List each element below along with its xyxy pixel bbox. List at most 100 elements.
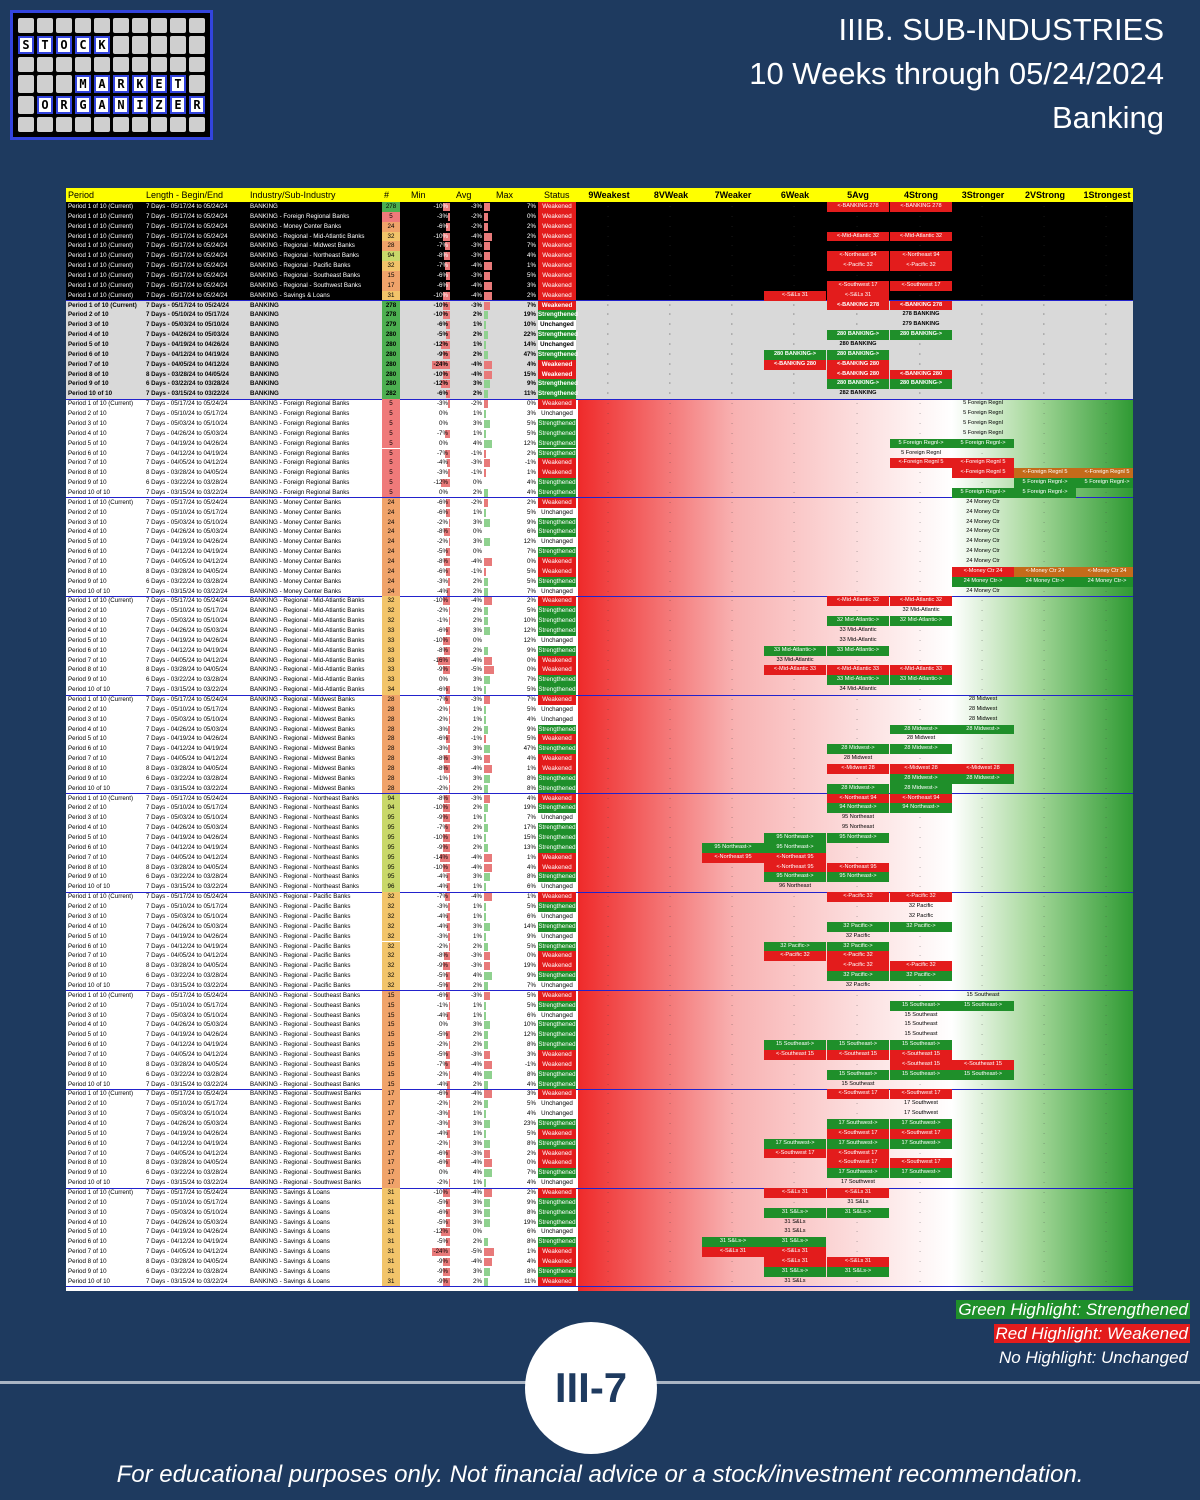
min-cell: -3% — [436, 469, 448, 477]
max-cell: 5% — [527, 705, 536, 713]
strength-cell: 31 S&Ls-> — [827, 1266, 889, 1277]
period-cell: Period 8 of 10 — [68, 1159, 107, 1167]
min-cell: -4% — [436, 1080, 448, 1088]
min-cell: -9% — [436, 1267, 448, 1275]
count-cell: 28 — [382, 754, 400, 765]
status-cell: Weakened — [538, 359, 576, 370]
empty-cell-dot: · — [856, 755, 859, 763]
min-cell: -7% — [436, 824, 448, 832]
avg-bar — [484, 1070, 492, 1079]
industry-cell: BANKING - Regional - Northeast Banks — [250, 843, 360, 851]
empty-cell-dot: · — [607, 952, 610, 960]
empty-cell-dot: · — [1043, 932, 1046, 940]
status-cell: Strengthened — [538, 478, 576, 488]
empty-cell-dot: · — [607, 262, 610, 270]
empty-cell-dot: · — [856, 656, 859, 664]
count-cell: 31 — [382, 1276, 400, 1287]
empty-cell-dot: · — [669, 765, 672, 773]
period-cell: Period 9 of 10 — [68, 972, 107, 980]
status-cell: Weakened — [538, 1158, 576, 1169]
min-bar — [444, 1060, 450, 1069]
page-subtitle: 10 Weeks through 05/24/2024 — [749, 56, 1164, 91]
status-cell: Strengthened — [538, 773, 576, 784]
empty-cell-dot: · — [607, 725, 610, 733]
industry-cell: BANKING - Regional - Northeast Banks — [250, 824, 360, 832]
avg-bar — [484, 972, 492, 981]
empty-cell-dot: · — [731, 1159, 734, 1167]
table-row: Period 10 of 10 7 Days - 03/15/24 to 03/2… — [66, 1276, 1133, 1287]
min-bar — [445, 390, 450, 399]
min-cell: -10% — [433, 311, 448, 319]
strength-cell: 31 S&Ls — [847, 1198, 869, 1205]
empty-cell-dot: · — [1105, 1149, 1108, 1157]
table-row: Period 1 of 10 (Current) 7 Days - 05/17/2… — [66, 695, 1133, 705]
empty-cell-dot: · — [669, 291, 672, 299]
min-cell: -5% — [436, 1050, 448, 1058]
avg-cell: 2% — [473, 1031, 482, 1039]
empty-cell-dot: · — [919, 341, 922, 349]
avg-bar — [484, 607, 488, 616]
empty-cell-dot: · — [919, 1267, 922, 1275]
empty-cell-dot: · — [856, 814, 859, 822]
empty-cell-dot: · — [731, 380, 734, 388]
empty-cell-dot: · — [607, 804, 610, 812]
avg-cell: -3% — [470, 794, 482, 802]
period-cell: Period 5 of 10 — [68, 1228, 107, 1236]
table-row: Period 3 of 10 7 Days - 05/03/24 to 05/10… — [66, 911, 1133, 922]
status-cell: Weakened — [538, 596, 576, 607]
status-cell: Weakened — [538, 202, 576, 212]
strength-cell: 15 Southeast — [841, 1080, 875, 1087]
avg-bar — [484, 903, 486, 912]
period-cell: Period 10 of 10 — [68, 488, 110, 496]
count-cell: 15 — [382, 1059, 400, 1070]
length-cell: 7 Days - 04/26/24 to 05/03/24 — [146, 922, 228, 930]
empty-cell-dot: · — [981, 863, 984, 871]
min-bar — [438, 656, 450, 665]
count-cell: 280 — [382, 340, 400, 350]
strength-cell: 31 S&Ls — [784, 1218, 806, 1225]
empty-cell-dot: · — [1105, 1050, 1108, 1058]
min-cell: -10% — [433, 636, 448, 644]
strength-cell: 95 Northeast — [841, 824, 875, 831]
avg-bar — [484, 449, 486, 458]
length-cell: 7 Days - 04/26/24 to 05/03/24 — [146, 1021, 228, 1029]
min-bar — [443, 1277, 450, 1286]
strength-cell: 5 Foreign Regnl — [963, 419, 1003, 426]
industry-cell: BANKING - Regional - Pacific Banks — [250, 893, 351, 901]
empty-cell-dot: · — [919, 390, 922, 398]
max-cell: 8% — [527, 1070, 536, 1078]
empty-cell-dot: · — [731, 469, 734, 477]
min-cell: -8% — [436, 528, 448, 536]
status-cell: Strengthened — [538, 1138, 576, 1149]
empty-cell-dot: · — [793, 1070, 796, 1078]
length-cell: 7 Days - 04/19/24 to 04/26/24 — [146, 538, 228, 546]
empty-cell-dot: · — [856, 272, 859, 280]
strength-cell: 280 BANKING-> — [890, 379, 952, 390]
min-bar — [445, 1208, 450, 1217]
empty-cell-dot: · — [669, 252, 672, 260]
avg-cell: -1% — [470, 469, 482, 477]
period-cell: Period 4 of 10 — [68, 1119, 107, 1127]
empty-cell-dot: · — [731, 498, 734, 506]
avg-cell: 1% — [473, 1001, 482, 1009]
empty-cell-dot: · — [669, 439, 672, 447]
strength-cell: 280 BANKING-> — [827, 349, 889, 360]
empty-cell-dot: · — [856, 932, 859, 940]
avg-cell: -3% — [470, 252, 482, 260]
min-bar — [447, 922, 450, 931]
max-cell: 7% — [527, 548, 536, 556]
empty-cell-dot: · — [1043, 1159, 1046, 1167]
empty-cell-dot: · — [793, 765, 796, 773]
empty-cell-dot: · — [731, 922, 734, 930]
avg-bar — [484, 1169, 492, 1178]
empty-cell-dot: · — [1043, 705, 1046, 713]
count-cell: 28 — [382, 764, 400, 774]
avg-bar — [484, 1021, 490, 1030]
empty-cell-dot: · — [1105, 617, 1108, 625]
max-cell: 3% — [527, 1050, 536, 1058]
avg-cell: -1% — [470, 735, 482, 743]
legend-weakened: Red Highlight: Weakened — [993, 1324, 1190, 1343]
strength-cell: 17 Southwest — [904, 1100, 938, 1107]
empty-cell-dot: · — [731, 301, 734, 309]
empty-cell-dot: · — [669, 272, 672, 280]
